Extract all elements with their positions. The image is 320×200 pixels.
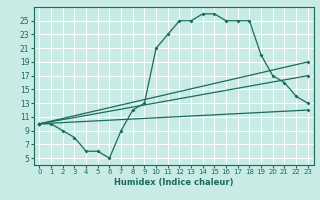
X-axis label: Humidex (Indice chaleur): Humidex (Indice chaleur): [114, 178, 233, 187]
